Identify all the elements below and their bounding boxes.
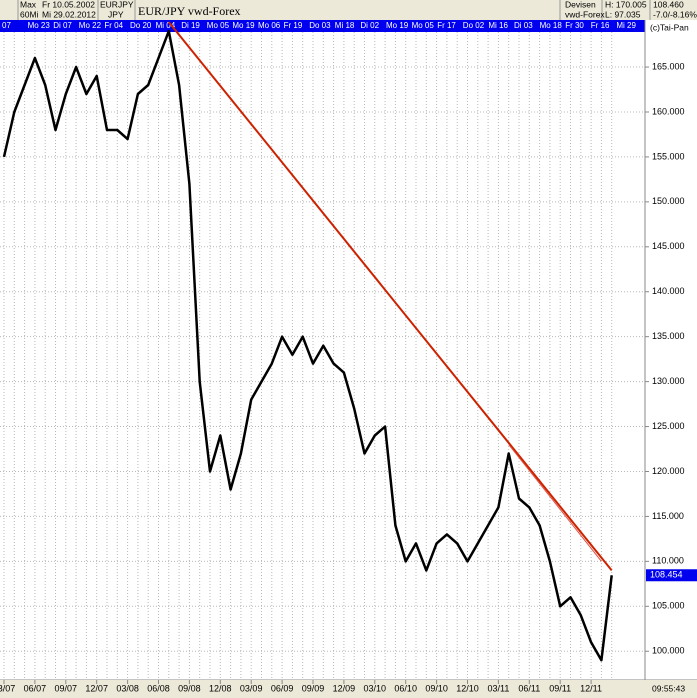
source: vwd-Forex bbox=[565, 9, 605, 19]
header-bar bbox=[0, 0, 697, 20]
date-strip-label: Mi 04 bbox=[156, 21, 176, 30]
y-tick-label: 125.000 bbox=[652, 421, 685, 431]
date-strip-label: Di 07 bbox=[53, 21, 72, 30]
y-tick-label: 115.000 bbox=[652, 511, 684, 521]
high: H: 170.005 bbox=[605, 0, 647, 9]
x-tick-label: 09/11 bbox=[549, 683, 571, 693]
x-tick-label: 03/09 bbox=[240, 683, 263, 693]
date-strip-label: Mi 16 bbox=[488, 21, 508, 30]
x-tick-label: 06/07 bbox=[24, 683, 47, 693]
x-tick-label: 12/11 bbox=[580, 683, 602, 693]
date-strip-label: 07 bbox=[2, 21, 11, 30]
symbol: EURJPY bbox=[100, 0, 134, 9]
group: Devisen bbox=[565, 0, 596, 9]
x-tick-label: 12/09 bbox=[333, 683, 356, 693]
date-strip-label: Di 02 bbox=[360, 21, 379, 30]
date-strip-label: Fr 16 bbox=[591, 21, 610, 30]
range-label: Max bbox=[20, 0, 37, 9]
date-strip-label: Mi 18 bbox=[335, 21, 355, 30]
trend-line bbox=[508, 444, 602, 562]
date-strip-label: Mo 23 bbox=[28, 21, 51, 30]
y-tick-label: 160.000 bbox=[652, 106, 685, 116]
y-tick-label: 150.000 bbox=[652, 196, 685, 206]
y-tick-label: 130.000 bbox=[652, 376, 685, 386]
date-strip-label: Di 03 bbox=[514, 21, 533, 30]
chart-title: EUR/JPY vwd-Forex bbox=[138, 4, 241, 18]
y-tick-label: 120.000 bbox=[652, 466, 685, 476]
x-tick-label: 03/11 bbox=[487, 683, 509, 693]
date-strip-label: Mo 05 bbox=[207, 21, 230, 30]
date-strip-label: Mo 19 bbox=[232, 21, 255, 30]
last-value-box bbox=[646, 569, 697, 582]
interval: 60Mi bbox=[20, 9, 39, 19]
time: 09:55:43 bbox=[652, 683, 685, 693]
x-tick-label: 06/11 bbox=[518, 683, 540, 693]
date-strip-label: Do 02 bbox=[463, 21, 485, 30]
change: -7.0/-8.16% bbox=[653, 9, 697, 19]
price-line bbox=[2, 29, 613, 662]
x-tick-label: 09/08 bbox=[178, 683, 201, 693]
x-tick-label: 03/07 bbox=[0, 683, 15, 693]
last-price: 108.460 bbox=[653, 0, 684, 9]
date-strip bbox=[0, 20, 645, 32]
x-tick-label: 09/09 bbox=[302, 683, 325, 693]
y-tick-label: 135.000 bbox=[652, 331, 685, 341]
y-tick-label: 105.000 bbox=[652, 601, 685, 611]
x-tick-label: 06/08 bbox=[147, 683, 170, 693]
to-date: Mi 29.02.2012 bbox=[42, 9, 96, 19]
x-axis-bar bbox=[0, 680, 697, 698]
date-strip-label: Mo 19 bbox=[386, 21, 409, 30]
y-tick-label: 140.000 bbox=[652, 286, 685, 296]
x-tick-label: 12/08 bbox=[209, 683, 232, 693]
date-strip-label: Mo 22 bbox=[79, 21, 102, 30]
trend-line bbox=[168, 21, 613, 571]
date-strip-label: Mi 29 bbox=[616, 21, 636, 30]
currency: JPY bbox=[108, 9, 124, 19]
date-strip-label: Fr 19 bbox=[284, 21, 303, 30]
x-tick-label: 12/07 bbox=[85, 683, 108, 693]
x-tick-label: 12/10 bbox=[456, 683, 479, 693]
from-date: Fr 10.05.2002 bbox=[42, 0, 95, 9]
y-tick-label: 165.000 bbox=[652, 61, 685, 71]
x-tick-label: 03/10 bbox=[364, 683, 387, 693]
date-strip-label: Fr 04 bbox=[104, 21, 123, 30]
y-tick-label: 155.000 bbox=[652, 151, 685, 161]
x-tick-label: 06/10 bbox=[394, 683, 417, 693]
date-strip-label: Do 03 bbox=[309, 21, 331, 30]
date-strip-label: Mo 06 bbox=[258, 21, 281, 30]
y-tick-label: 110.000 bbox=[652, 556, 684, 566]
low: L: 97.035 bbox=[605, 9, 641, 19]
x-tick-label: 06/09 bbox=[271, 683, 294, 693]
date-strip-label: Do 20 bbox=[130, 21, 152, 30]
copyright: (c)Tai-Pan bbox=[650, 22, 689, 32]
date-strip-label: Di 19 bbox=[181, 21, 200, 30]
date-strip-label: Mo 18 bbox=[540, 21, 563, 30]
last-value-label: 108.454 bbox=[650, 570, 683, 580]
x-tick-label: 09/10 bbox=[425, 683, 448, 693]
y-tick-label: 100.000 bbox=[652, 646, 685, 656]
date-strip-label: Fr 30 bbox=[565, 21, 584, 30]
x-tick-label: 03/08 bbox=[116, 683, 139, 693]
date-strip-label: Mo 05 bbox=[412, 21, 435, 30]
x-tick-label: 09/07 bbox=[55, 683, 78, 693]
date-strip-label: Fr 17 bbox=[437, 21, 456, 30]
y-tick-label: 145.000 bbox=[652, 241, 685, 251]
